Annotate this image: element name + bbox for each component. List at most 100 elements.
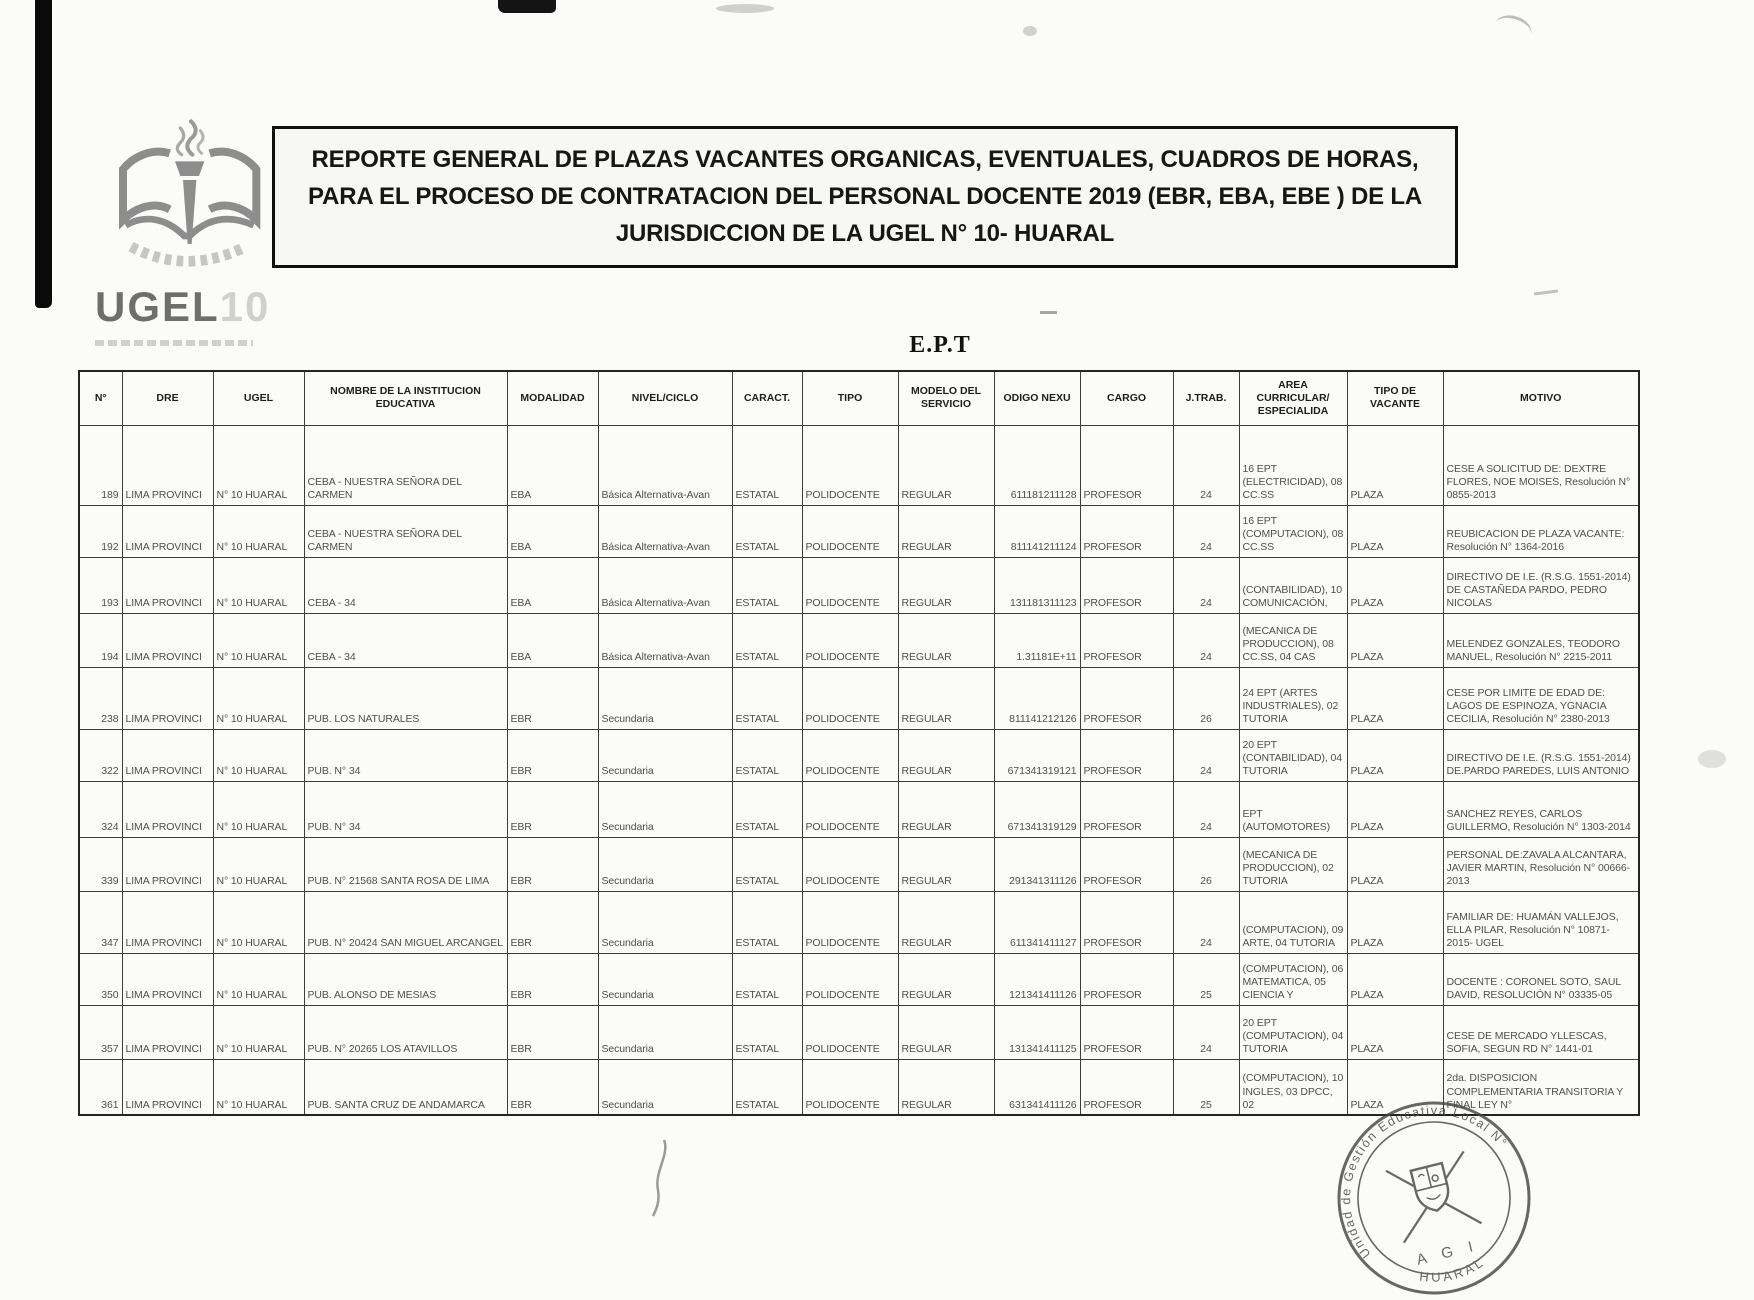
table-row: 324 LIMA PROVINCI N° 10 HUARAL PUB. N° 3…	[78, 780, 1640, 838]
cell-tipo: POLIDOCENTE	[801, 836, 899, 892]
cell-codigo-nexus: 811141211124	[993, 504, 1081, 558]
cell-modalidad: EBR	[506, 952, 599, 1006]
cell-caract: ESTATAL	[731, 728, 803, 782]
cell-tipo: POLIDOCENTE	[801, 504, 899, 558]
cell-tipo-vacante: PLAZA	[1346, 1004, 1444, 1060]
ugel-logo: UGEL10	[95, 116, 305, 346]
col-header-ugel: UGEL	[212, 370, 305, 426]
cell-tipo-vacante: PLAZA	[1346, 952, 1444, 1006]
table-row: 189 LIMA PROVINCI N° 10 HUARAL CEBA - NU…	[78, 424, 1640, 506]
cell-caract: ESTATAL	[731, 424, 803, 506]
cell-nombre-ie: CEBA - 34	[303, 556, 508, 614]
cell-nivel-ciclo: Secundaria	[597, 1058, 733, 1116]
cell-dre: LIMA PROVINCI	[121, 836, 214, 892]
cell-numero: 347	[78, 890, 123, 954]
section-heading-ept: E.P.T	[909, 332, 971, 358]
cell-modalidad: EBA	[506, 504, 599, 558]
cell-cargo: PROFESOR	[1079, 424, 1174, 506]
cell-cargo: PROFESOR	[1079, 666, 1174, 730]
cell-modalidad: EBA	[506, 424, 599, 506]
cell-tipo: POLIDOCENTE	[801, 780, 899, 838]
cell-modelo-servicio: REGULAR	[897, 612, 995, 668]
scan-artifact-left-bar	[35, 0, 52, 308]
table-row: 322 LIMA PROVINCI N° 10 HUARAL PUB. N° 3…	[78, 728, 1640, 782]
cell-caract: ESTATAL	[731, 1004, 803, 1060]
cell-cargo: PROFESOR	[1079, 612, 1174, 668]
report-title: REPORTE GENERAL DE PLAZAS VACANTES ORGAN…	[272, 126, 1458, 268]
cell-nombre-ie: CEBA - NUESTRA SEÑORA DEL CARMEN	[303, 504, 508, 558]
cell-tipo-vacante: PLAZA	[1346, 780, 1444, 838]
cell-numero: 322	[78, 728, 123, 782]
cell-jornada-trabajo: 24	[1172, 890, 1240, 954]
cell-tipo-vacante: PLAZA	[1346, 728, 1444, 782]
cell-nombre-ie: CEBA - 34	[303, 612, 508, 668]
cell-tipo: POLIDOCENTE	[801, 728, 899, 782]
cell-jornada-trabajo: 24	[1172, 424, 1240, 506]
cell-codigo-nexus: 671341319121	[993, 728, 1081, 782]
cell-jornada-trabajo: 25	[1172, 952, 1240, 1006]
cell-modelo-servicio: REGULAR	[897, 780, 995, 838]
cell-nivel-ciclo: Secundaria	[597, 890, 733, 954]
ugel-logo-wordmark: UGEL10	[95, 286, 305, 328]
cell-jornada-trabajo: 24	[1172, 556, 1240, 614]
cell-dre: LIMA PROVINCI	[121, 1004, 214, 1060]
cell-nivel-ciclo: Secundaria	[597, 728, 733, 782]
cell-numero: 238	[78, 666, 123, 730]
cell-tipo-vacante: PLAZA	[1346, 424, 1444, 506]
cell-caract: ESTATAL	[731, 556, 803, 614]
col-header-nivel-ciclo: NIVEL/CICLO	[597, 370, 733, 426]
cell-tipo-vacante: PLAZA	[1346, 666, 1444, 730]
cell-modalidad: EBR	[506, 666, 599, 730]
cell-numero: 357	[78, 1004, 123, 1060]
cell-ugel: N° 10 HUARAL	[212, 666, 305, 730]
cell-caract: ESTATAL	[731, 952, 803, 1006]
cell-caract: ESTATAL	[731, 666, 803, 730]
cell-motivo: DIRECTIVO DE I.E. (R.S.G. 1551-2014) DE.…	[1442, 728, 1640, 782]
cell-modalidad: EBR	[506, 1058, 599, 1116]
scan-artifact-squiggle	[651, 1139, 667, 1217]
scan-artifact-smudge	[1698, 750, 1726, 768]
cell-motivo: MELENDEZ GONZALES, TEODORO MANUEL, Resol…	[1442, 612, 1640, 668]
table-row: 238 LIMA PROVINCI N° 10 HUARAL PUB. LOS …	[78, 666, 1640, 730]
cell-cargo: PROFESOR	[1079, 1004, 1174, 1060]
agi-huaral-rubber-stamp: Unidad de Gestión Educativa Local N° HUA…	[1332, 1096, 1531, 1295]
table-header: N° DRE UGEL NOMBRE DE LA INSTITUCION EDU…	[78, 370, 1640, 426]
header-row: N° DRE UGEL NOMBRE DE LA INSTITUCION EDU…	[78, 370, 1640, 426]
cell-modalidad: EBA	[506, 556, 599, 614]
cell-area-curricular: 24 EPT (ARTES INDUSTRIALES), 02 TUTORIA	[1238, 666, 1348, 730]
cell-modalidad: EBR	[506, 836, 599, 892]
cell-nombre-ie: PUB. N° 20424 SAN MIGUEL ARCANGEL	[303, 890, 508, 954]
cell-numero: 339	[78, 836, 123, 892]
cell-caract: ESTATAL	[731, 780, 803, 838]
cell-jornada-trabajo: 24	[1172, 728, 1240, 782]
cell-caract: ESTATAL	[731, 1058, 803, 1116]
cell-numero: 324	[78, 780, 123, 838]
cell-caract: ESTATAL	[731, 612, 803, 668]
table-row: 347 LIMA PROVINCI N° 10 HUARAL PUB. N° 2…	[78, 890, 1640, 954]
cell-jornada-trabajo: 26	[1172, 666, 1240, 730]
cell-jornada-trabajo: 25	[1172, 1058, 1240, 1116]
col-header-motivo: MOTIVO	[1442, 370, 1640, 426]
cell-nivel-ciclo: Secundaria	[597, 1004, 733, 1060]
col-header-area-curricular: AREA CURRICULAR/ ESPECIALIDA	[1238, 370, 1348, 426]
cell-nombre-ie: PUB. N° 21568 SANTA ROSA DE LIMA	[303, 836, 508, 892]
cell-codigo-nexus: 131341411125	[993, 1004, 1081, 1060]
cell-tipo: POLIDOCENTE	[801, 424, 899, 506]
cell-tipo: POLIDOCENTE	[801, 1058, 899, 1116]
cell-tipo-vacante: PLAZA	[1346, 504, 1444, 558]
cell-nombre-ie: PUB. N° 34	[303, 728, 508, 782]
col-header-nombre-ie: NOMBRE DE LA INSTITUCION EDUCATIVA	[303, 370, 508, 426]
cell-modelo-servicio: REGULAR	[897, 1058, 995, 1116]
table-row: 361 LIMA PROVINCI N° 10 HUARAL PUB. SANT…	[78, 1058, 1640, 1116]
cell-cargo: PROFESOR	[1079, 890, 1174, 954]
cell-nivel-ciclo: Básica Alternativa-Avan	[597, 504, 733, 558]
cell-caract: ESTATAL	[731, 890, 803, 954]
cell-modelo-servicio: REGULAR	[897, 728, 995, 782]
cell-ugel: N° 10 HUARAL	[212, 890, 305, 954]
cell-ugel: N° 10 HUARAL	[212, 1004, 305, 1060]
cell-nivel-ciclo: Secundaria	[597, 952, 733, 1006]
scan-artifact-smudge	[1023, 26, 1037, 36]
col-header-codigo-nexus: ODIGO NEXU	[993, 370, 1081, 426]
cell-modalidad: EBR	[506, 1004, 599, 1060]
table-row: 357 LIMA PROVINCI N° 10 HUARAL PUB. N° 2…	[78, 1004, 1640, 1060]
